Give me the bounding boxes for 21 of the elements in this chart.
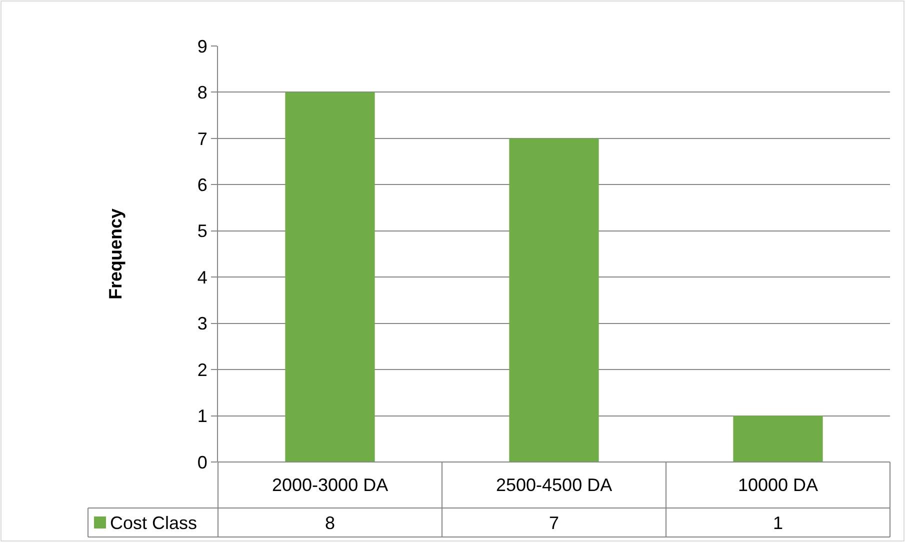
legend-label: Cost Class bbox=[110, 513, 198, 533]
bar bbox=[509, 138, 599, 462]
bar bbox=[285, 92, 375, 462]
y-tick-label: 2 bbox=[197, 360, 208, 380]
y-tick-label: 8 bbox=[197, 82, 208, 103]
y-tick-label: 7 bbox=[197, 128, 208, 149]
x-tick-label: 2000-3000 DA bbox=[272, 475, 388, 495]
y-tick-label: 1 bbox=[197, 406, 208, 426]
y-tick-label: 9 bbox=[197, 36, 208, 56]
x-tick-label: 2500-4500 DA bbox=[496, 475, 612, 495]
data-label: 8 bbox=[325, 513, 336, 533]
data-label: 1 bbox=[773, 513, 784, 533]
data-label: 7 bbox=[549, 513, 560, 533]
y-tick-label: 4 bbox=[197, 267, 208, 288]
y-tick-label: 5 bbox=[197, 221, 208, 242]
y-tick-label: 6 bbox=[197, 174, 208, 195]
bar bbox=[733, 416, 823, 462]
y-tick-label: 0 bbox=[197, 452, 208, 472]
y-axis-title: Frequency bbox=[106, 208, 126, 300]
y-tick-label: 3 bbox=[197, 314, 208, 334]
x-tick-label: 10000 DA bbox=[738, 475, 818, 495]
